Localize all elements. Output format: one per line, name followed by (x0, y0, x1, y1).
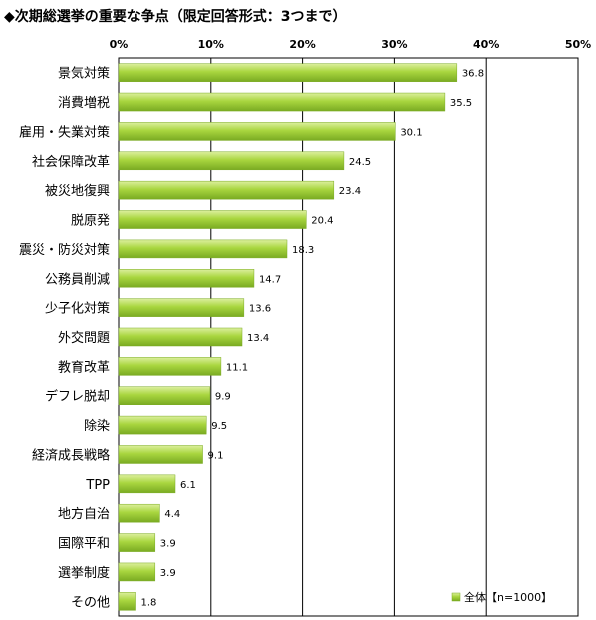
bar (118, 503, 160, 523)
value-label: 4.4 (164, 509, 180, 520)
bar (118, 298, 245, 317)
value-label: 3.9 (160, 568, 176, 579)
bar (118, 533, 156, 552)
value-label: 23.4 (339, 186, 361, 197)
category-label: TPP (85, 478, 110, 493)
category-label: デフレ脱却 (45, 389, 110, 405)
category-label: その他 (71, 595, 110, 610)
value-label: 24.5 (349, 157, 371, 168)
category-label: 選挙制度 (58, 565, 110, 581)
value-label: 18.3 (292, 245, 314, 256)
x-tick-label: 20% (289, 38, 315, 51)
bar (118, 63, 458, 82)
bar (118, 269, 255, 288)
bar (118, 151, 345, 171)
value-label: 6.1 (180, 480, 196, 491)
value-label: 9.5 (211, 421, 227, 432)
value-label: 13.4 (247, 333, 269, 344)
bar (118, 180, 335, 200)
category-label: 少子化対策 (45, 301, 110, 317)
bar (118, 415, 207, 435)
value-label: 13.6 (249, 304, 271, 315)
bar (118, 562, 156, 582)
value-label: 36.8 (462, 69, 484, 80)
x-tick-label: 0% (110, 38, 129, 51)
value-label: 9.1 (208, 450, 224, 461)
category-label: 震災・防災対策 (19, 242, 110, 258)
category-label: 雇用・失業対策 (19, 124, 110, 140)
value-label: 1.8 (141, 597, 157, 608)
legend: 全体【n=1000】 (451, 590, 552, 604)
category-label: 教育改革 (58, 359, 110, 375)
value-label: 20.4 (311, 216, 333, 227)
value-label: 9.9 (215, 392, 231, 403)
value-label: 30.1 (400, 127, 422, 138)
chart-title: ◆次期総選挙の重要な争点（限定回答形式：3つまで） (4, 9, 347, 25)
legend-label: 全体【n=1000】 (464, 590, 552, 604)
bar (118, 474, 176, 494)
bar (118, 210, 307, 229)
category-label: 外交問題 (58, 330, 110, 346)
category-label: 国際平和 (58, 537, 110, 552)
bar (118, 386, 211, 405)
category-label: 脱原発 (71, 214, 110, 229)
value-label: 11.1 (226, 362, 248, 373)
bar (118, 239, 288, 259)
value-label: 14.7 (259, 274, 281, 285)
value-label: 3.9 (160, 539, 176, 550)
category-label: 経済成長戦略 (32, 447, 110, 463)
bar (118, 122, 396, 141)
category-label: 消費増税 (58, 96, 110, 111)
category-label: 地方自治 (58, 506, 110, 522)
bar (118, 357, 222, 376)
category-label: 除染 (84, 419, 110, 434)
x-tick-label: 30% (381, 38, 407, 51)
value-label: 35.5 (450, 98, 472, 109)
x-tick-label: 10% (198, 38, 224, 51)
bar (118, 445, 203, 464)
category-label: 景気対策 (58, 66, 110, 82)
x-tick-label: 50% (565, 38, 591, 51)
x-tick-label: 40% (473, 38, 499, 51)
legend-swatch (451, 592, 461, 602)
category-label: 社会保障改革 (32, 154, 110, 170)
category-label: 公務員削減 (45, 271, 110, 287)
category-label: 被災地復興 (45, 183, 110, 199)
bar (118, 592, 136, 611)
bar (118, 92, 446, 112)
bar (118, 327, 243, 347)
